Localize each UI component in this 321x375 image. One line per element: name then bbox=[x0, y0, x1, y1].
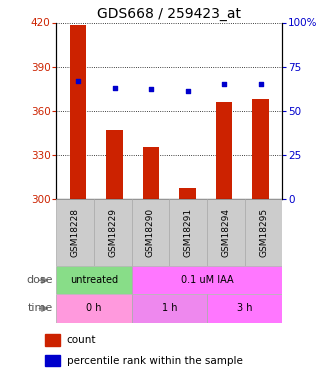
Bar bbox=[169, 199, 207, 266]
Bar bbox=[56, 294, 132, 322]
Text: GSM18229: GSM18229 bbox=[108, 208, 117, 257]
Bar bbox=[132, 266, 282, 294]
Text: GSM18290: GSM18290 bbox=[146, 208, 155, 257]
Point bbox=[258, 81, 263, 87]
Text: percentile rank within the sample: percentile rank within the sample bbox=[67, 356, 243, 366]
Bar bbox=[207, 199, 245, 266]
Bar bbox=[143, 147, 159, 199]
Bar bbox=[56, 199, 94, 266]
Point bbox=[185, 88, 190, 94]
Bar bbox=[207, 294, 282, 322]
Text: time: time bbox=[28, 303, 53, 313]
Bar bbox=[132, 199, 169, 266]
Point bbox=[149, 87, 154, 93]
Bar bbox=[45, 355, 59, 366]
Bar bbox=[106, 130, 123, 199]
Point bbox=[221, 81, 227, 87]
Bar bbox=[56, 266, 132, 294]
Bar bbox=[70, 26, 86, 199]
Bar bbox=[132, 294, 207, 322]
Point bbox=[75, 78, 81, 84]
Text: 0.1 uM IAA: 0.1 uM IAA bbox=[181, 275, 233, 285]
Text: dose: dose bbox=[26, 275, 53, 285]
Text: 3 h: 3 h bbox=[237, 303, 253, 313]
Text: GSM18294: GSM18294 bbox=[221, 208, 230, 257]
Bar bbox=[216, 102, 232, 199]
Text: 1 h: 1 h bbox=[161, 303, 177, 313]
Bar bbox=[94, 199, 132, 266]
Text: count: count bbox=[67, 335, 96, 345]
Text: untreated: untreated bbox=[70, 275, 118, 285]
Text: GSM18228: GSM18228 bbox=[71, 208, 80, 257]
Title: GDS668 / 259423_at: GDS668 / 259423_at bbox=[97, 8, 241, 21]
Bar bbox=[179, 189, 196, 199]
Text: GSM18295: GSM18295 bbox=[259, 208, 268, 257]
Text: GSM18291: GSM18291 bbox=[184, 208, 193, 257]
Bar bbox=[45, 334, 59, 346]
Bar bbox=[252, 99, 269, 199]
Text: 0 h: 0 h bbox=[86, 303, 102, 313]
Bar bbox=[245, 199, 282, 266]
Point bbox=[112, 85, 117, 91]
